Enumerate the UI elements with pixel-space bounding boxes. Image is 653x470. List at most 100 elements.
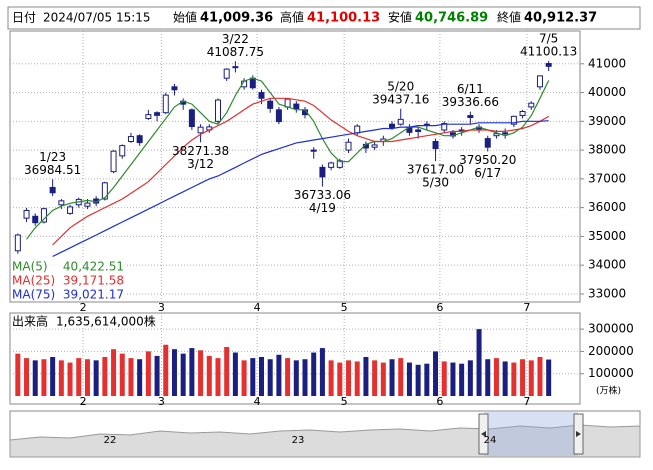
- volume-bar: [215, 358, 221, 396]
- ma-line: [26, 77, 550, 240]
- y-tick-label: 41000: [588, 56, 626, 70]
- candle-body: [293, 103, 300, 110]
- y-tick-label: 36000: [588, 200, 626, 214]
- x-tick-label: 7: [523, 301, 530, 314]
- navigator-label: 23: [292, 435, 305, 446]
- annotation-price: 41100.13: [520, 44, 577, 58]
- candle-body: [310, 149, 317, 152]
- volume-bar: [372, 360, 378, 396]
- volume-bar: [67, 362, 73, 396]
- legend-value: 40,422.51: [63, 260, 124, 274]
- candle-body: [258, 92, 265, 99]
- annotation-price: 39336.66: [442, 95, 499, 109]
- candle-body: [493, 133, 500, 137]
- volume-bar: [15, 353, 21, 396]
- legend-value: 39,021.17: [63, 288, 124, 302]
- x-tick-label: 6: [436, 301, 443, 314]
- header-value: 2024/07/05 15:15: [43, 11, 151, 25]
- candle-body: [188, 109, 195, 128]
- volume-bar: [58, 360, 64, 396]
- header-value: 41,100.13: [307, 11, 380, 26]
- x-tick-label: 2: [80, 301, 87, 314]
- y-tick-label: 38000: [588, 143, 626, 157]
- volume-bar: [180, 353, 186, 396]
- volume-bar: [84, 359, 90, 396]
- volume-bar: [502, 361, 508, 396]
- header-label: 高値: [280, 10, 304, 25]
- volume-bar: [346, 360, 352, 396]
- volume-bar: [433, 351, 439, 396]
- volume-bar: [406, 362, 412, 396]
- volume-bar: [467, 360, 473, 396]
- ma-line: [52, 120, 549, 258]
- candle-body: [328, 162, 335, 168]
- annotation-price: 37950.20: [459, 153, 516, 167]
- volume-bar: [311, 352, 317, 396]
- candle-body: [502, 132, 509, 135]
- volume-bar: [50, 357, 56, 396]
- annotation-date: 1/23: [39, 150, 66, 164]
- volume-bar: [76, 358, 82, 396]
- x-tick-label: 6: [436, 395, 443, 408]
- y-tick-label: 40000: [588, 85, 626, 99]
- candle-body: [510, 115, 517, 125]
- candle-body: [101, 182, 108, 200]
- volume-title-box: [11, 314, 161, 328]
- candle-body: [545, 63, 552, 67]
- volume-bar: [154, 355, 160, 396]
- volume-bar: [485, 359, 491, 396]
- volume-bar: [528, 360, 534, 396]
- annotation-date: 6/17: [474, 166, 501, 180]
- volume-bar: [232, 352, 238, 396]
- candle-body: [32, 215, 39, 224]
- candle-body: [154, 112, 161, 116]
- y-tick-label: 34000: [588, 258, 626, 272]
- annotation-date: 3/12: [187, 157, 214, 171]
- volume-bar: [493, 358, 499, 396]
- x-tick-label: 4: [254, 395, 261, 408]
- candle-body: [119, 145, 126, 157]
- volume-unit: (万株): [596, 385, 621, 397]
- header-label: 日付: [12, 11, 36, 25]
- volume-bar: [441, 361, 447, 396]
- volume-bar: [276, 354, 282, 396]
- candle-body: [415, 129, 422, 133]
- x-tick-label: 4: [254, 301, 261, 314]
- candle-body: [223, 68, 230, 79]
- volume-bar: [267, 359, 273, 396]
- candle-body: [145, 114, 152, 119]
- annotation-price: 39437.16: [372, 92, 429, 106]
- candle-body: [371, 144, 378, 148]
- volume-bar: [520, 359, 526, 396]
- volume-bar: [41, 359, 47, 396]
- volume-bar: [380, 362, 386, 396]
- candle-body: [249, 77, 256, 89]
- header-value: 41,009.36: [200, 11, 273, 26]
- candle-body: [23, 209, 30, 219]
- volume-bar: [450, 362, 456, 396]
- annotation-date: 3/22: [222, 32, 249, 46]
- volume-bar: [145, 351, 151, 396]
- volume-bar: [459, 363, 465, 396]
- navigator[interactable]: [9, 410, 641, 458]
- candle-body: [536, 75, 543, 88]
- annotation-date: 5/30: [422, 176, 449, 190]
- volume-bar: [258, 357, 264, 396]
- navigator-selection[interactable]: [484, 412, 578, 456]
- volume-total: 1,635,614,000株: [56, 314, 156, 329]
- candle-body: [467, 115, 474, 118]
- volume-bar: [537, 357, 543, 396]
- annotation-price: 36733.06: [294, 188, 351, 202]
- volume-bar: [337, 362, 343, 396]
- legend-box: [11, 259, 127, 301]
- x-tick-label: 3: [158, 395, 165, 408]
- volume-bar: [424, 363, 430, 396]
- volume-bar: [546, 359, 552, 396]
- candle-body: [354, 125, 361, 134]
- header-label: 終値: [497, 10, 521, 25]
- header-box: [7, 6, 641, 30]
- volume-bar: [189, 348, 195, 396]
- volume-bar: [250, 358, 256, 396]
- candle-body: [519, 111, 526, 117]
- volume-tick-label: 100000: [588, 366, 634, 380]
